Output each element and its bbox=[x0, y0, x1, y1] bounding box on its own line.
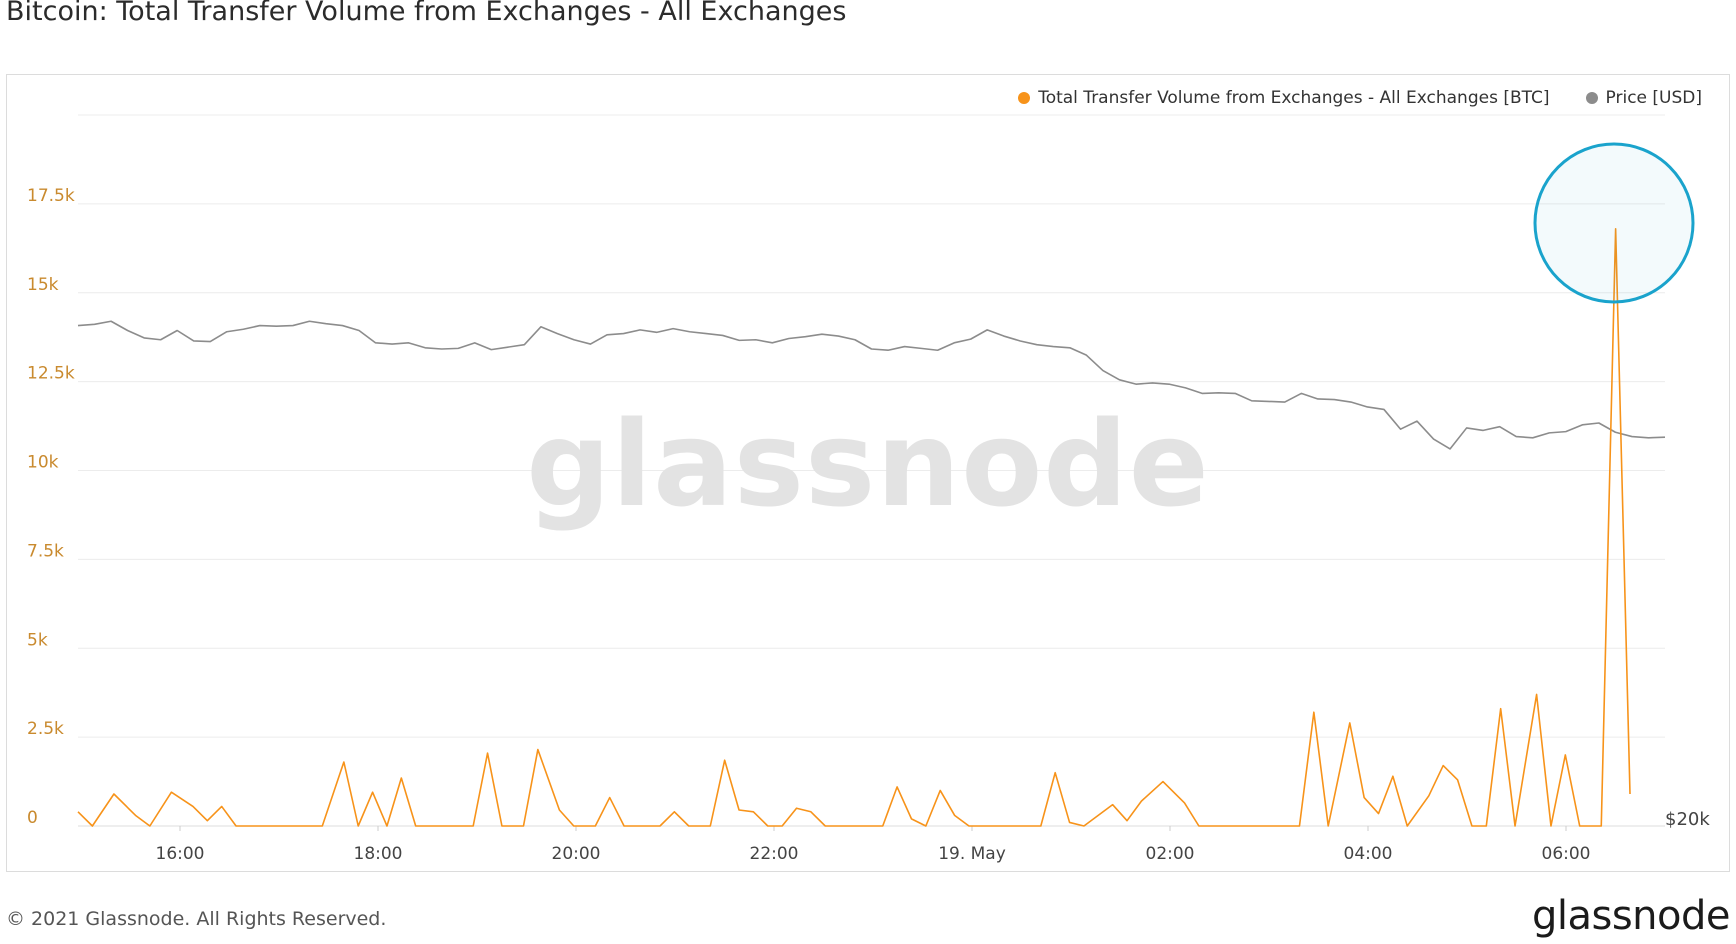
copyright-text: © 2021 Glassnode. All Rights Reserved. bbox=[6, 908, 387, 930]
x-tick-label: 04:00 bbox=[1344, 844, 1393, 864]
volume-series-line bbox=[77, 227, 1631, 827]
price-series-line bbox=[77, 320, 1666, 450]
y-tick-label: 15k bbox=[27, 275, 59, 295]
x-tick-label: 18:00 bbox=[354, 844, 403, 864]
y-tick-label: 12.5k bbox=[27, 364, 75, 384]
legend-dot-volume bbox=[1018, 92, 1031, 104]
right-axis-label: $20k bbox=[1665, 809, 1710, 830]
legend-item-volume[interactable]: Total Transfer Volume from Exchanges - A… bbox=[1018, 88, 1550, 108]
brand-logo: glassnode bbox=[1531, 893, 1731, 939]
x-tick-label: 16:00 bbox=[156, 844, 205, 864]
x-tick-label: 06:00 bbox=[1542, 844, 1591, 864]
x-tick-label: 20:00 bbox=[552, 844, 601, 864]
legend: Total Transfer Volume from Exchanges - A… bbox=[1018, 88, 1702, 108]
y-tick-label: 10k bbox=[27, 453, 59, 473]
x-tick-label: 02:00 bbox=[1146, 844, 1195, 864]
y-tick-label: 2.5k bbox=[27, 719, 64, 739]
chart-frame bbox=[6, 74, 1730, 872]
legend-item-price[interactable]: Price [USD] bbox=[1585, 88, 1702, 108]
legend-label-volume: Total Transfer Volume from Exchanges - A… bbox=[1038, 88, 1550, 108]
y-axis-left: 0 2.5k 5k 7.5k 10k 12.5k 15k 17.5k bbox=[27, 186, 75, 828]
chart-title: Bitcoin: Total Transfer Volume from Exch… bbox=[6, 0, 847, 27]
y-tick-label: 5k bbox=[27, 630, 48, 650]
highlight-circle bbox=[1533, 142, 1695, 304]
legend-label-price: Price [USD] bbox=[1605, 88, 1702, 108]
y-tick-label: 0 bbox=[27, 808, 38, 828]
watermark-text: glassnode bbox=[526, 395, 1210, 533]
y-tick-label: 7.5k bbox=[27, 541, 64, 561]
x-tick-label: 22:00 bbox=[750, 844, 799, 864]
legend-dot-price bbox=[1585, 92, 1598, 104]
x-tick-label: 19. May bbox=[938, 844, 1006, 864]
x-axis: 16:00 18:00 20:00 22:00 19. May 02:00 04:00 06:… bbox=[156, 826, 1591, 864]
y-tick-label: 17.5k bbox=[27, 186, 75, 206]
gridlines bbox=[78, 114, 1665, 827]
